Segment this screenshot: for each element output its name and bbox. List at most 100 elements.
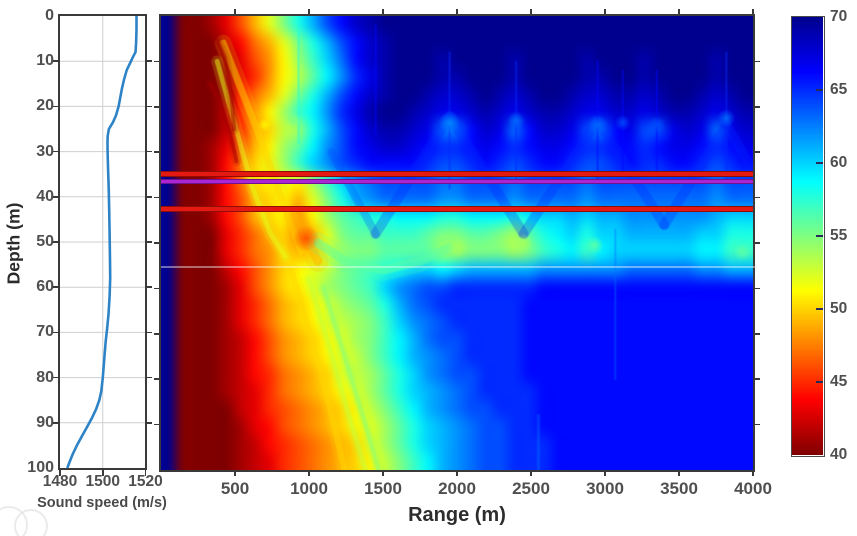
colorbar-tick-label: 45: [830, 373, 848, 390]
range-tick: [234, 470, 236, 476]
depth-tick: [53, 105, 59, 108]
speed-tick: [102, 470, 104, 476]
depth-tick: [53, 150, 59, 153]
depth-tick: [754, 287, 760, 290]
depth-tick: [754, 60, 760, 63]
depth-tick: [154, 423, 160, 426]
marker-line-red-upper: [161, 170, 753, 177]
range-tick: [678, 470, 680, 476]
depth-tick: [154, 242, 160, 244]
watermark-circle-2: [14, 509, 48, 536]
speed-tick: [144, 470, 147, 476]
depth-tick: [145, 331, 152, 334]
range-tick: [382, 470, 384, 476]
depth-tick: [145, 241, 152, 243]
range-tick: [234, 9, 236, 15]
depth-tick: [53, 286, 59, 288]
colorbar-tick-label: 40: [830, 446, 848, 463]
depth-tick-label: 20: [36, 97, 54, 115]
depth-tick: [154, 333, 160, 335]
colorbar-tick: [816, 162, 823, 164]
colorbar-tick-label: 70: [830, 8, 848, 25]
colorbar-tick-label: 55: [830, 227, 848, 244]
colorbar-tick: [816, 308, 823, 310]
depth-tick: [145, 286, 152, 288]
depth-tick: [145, 105, 152, 108]
marker-line-red-lower: [161, 205, 753, 212]
depth-tick-label: 60: [36, 278, 54, 296]
tl-heatmap-canvas: [161, 16, 753, 470]
depth-tick: [145, 196, 152, 198]
range-tick: [382, 9, 384, 15]
depth-tick: [754, 196, 760, 199]
depth-tick: [754, 151, 760, 153]
depth-tick: [53, 422, 59, 424]
depth-tick-label: 80: [36, 368, 54, 386]
depth-tick: [53, 241, 59, 243]
depth-tick: [53, 331, 59, 334]
depth-tick: [154, 106, 160, 108]
depth-tick: [53, 60, 59, 62]
range-tick: [530, 9, 532, 15]
range-tick-label: 2500: [512, 479, 550, 498]
depth-tick: [53, 376, 59, 379]
depth-tick: [145, 376, 152, 379]
sound-speed-line: [66, 16, 138, 469]
depth-tick: [145, 150, 152, 153]
depth-tick-label: 40: [36, 187, 54, 205]
range-tick-label: 3500: [660, 479, 698, 498]
depth-tick-label: 30: [36, 142, 54, 160]
range-tick: [530, 470, 532, 476]
colorbar-tick: [816, 235, 823, 237]
depth-tick-label: 70: [36, 323, 54, 341]
sound-speed-panel: [60, 16, 146, 469]
depth-tick: [154, 287, 160, 290]
depth-tick-label: 50: [36, 233, 54, 250]
seam-line: [161, 266, 823, 268]
range-tick: [678, 9, 680, 15]
range-tick: [308, 470, 310, 476]
depth-tick: [154, 60, 160, 63]
range-tick: [752, 470, 754, 476]
range-tick-label: 4000: [734, 479, 772, 498]
depth-tick: [154, 151, 160, 153]
colorbar-tick: [816, 89, 823, 91]
depth-tick: [154, 196, 160, 199]
colorbar-tick-label: 50: [830, 300, 848, 317]
speed-tick-label: 1500: [85, 473, 120, 490]
range-tick-label: 500: [220, 479, 250, 498]
speed-tick-label: 1520: [128, 473, 163, 490]
speed-tick: [59, 470, 61, 476]
range-tick: [456, 9, 458, 15]
range-tick: [604, 9, 606, 15]
range-tick-label: 2000: [438, 479, 476, 498]
marker-line-magenta: [161, 178, 753, 184]
range-tick: [752, 9, 754, 15]
depth-tick-label: 10: [36, 52, 54, 70]
depth-tick-label: 0: [45, 7, 54, 24]
depth-tick-label: 100: [27, 459, 54, 476]
depth-tick: [145, 422, 152, 424]
depth-tick: [754, 106, 760, 108]
depth-tick: [754, 242, 760, 244]
range-axis-label: Range (m): [408, 504, 506, 526]
depth-tick: [754, 378, 760, 380]
depth-tick: [754, 333, 760, 335]
sound-speed-axis-label: Sound speed (m/s): [37, 495, 167, 511]
range-tick: [456, 470, 458, 476]
depth-tick: [145, 60, 152, 62]
depth-tick: [154, 378, 160, 380]
range-tick: [604, 470, 606, 476]
range-tick-label: 3000: [586, 479, 624, 498]
range-tick: [308, 9, 310, 15]
colorbar-tick: [816, 381, 823, 383]
range-tick-label: 1500: [364, 479, 402, 498]
depth-tick-label: 90: [36, 413, 54, 431]
colorbar-tick-label: 60: [830, 154, 848, 171]
depth-tick: [754, 423, 760, 426]
speed-tick-label: 1480: [42, 473, 78, 490]
depth-tick: [53, 196, 59, 198]
range-tick-label: 1000: [290, 479, 328, 498]
colorbar-tick-label: 65: [830, 81, 848, 98]
